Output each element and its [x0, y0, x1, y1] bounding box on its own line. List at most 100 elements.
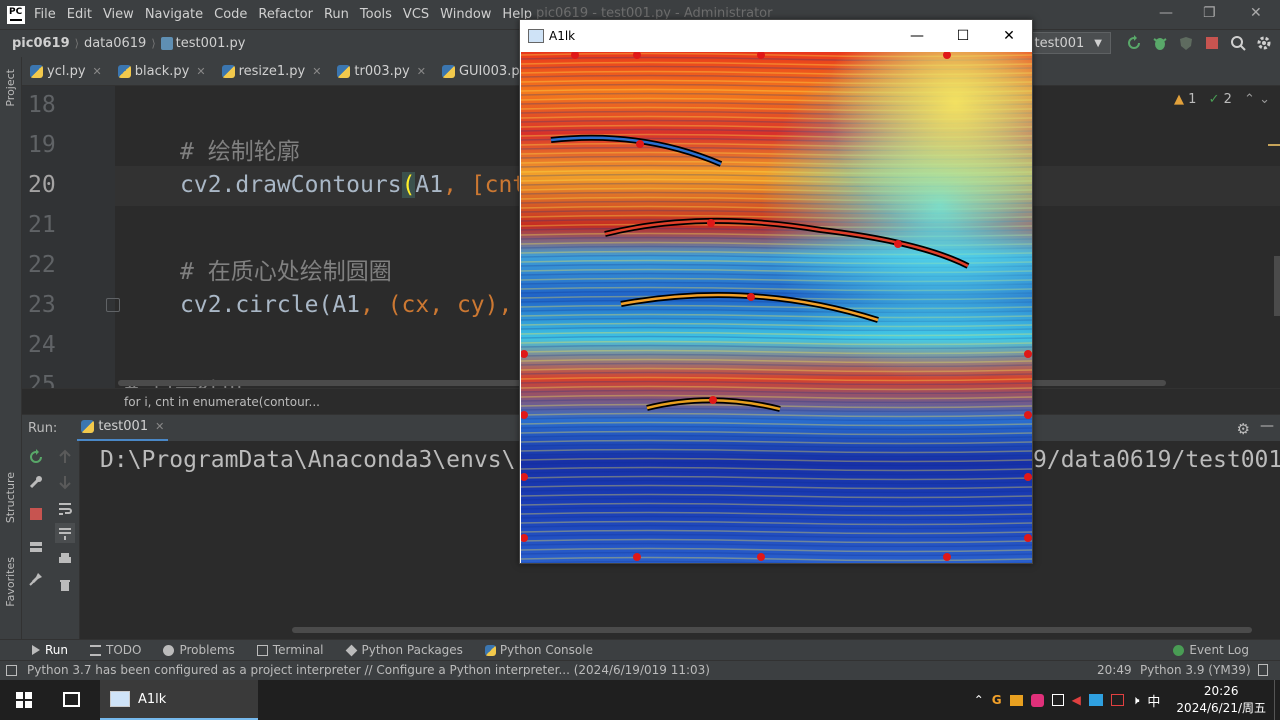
- ime-indicator[interactable]: 中: [1147, 694, 1161, 710]
- tray-app-icon[interactable]: [1051, 694, 1064, 706]
- clock[interactable]: 20:26 2024/6/21/周五: [1176, 684, 1266, 715]
- python-icon: [484, 644, 496, 656]
- code-line-22: # 在质心处绘制圆圈: [180, 259, 392, 285]
- favorites-tool-button[interactable]: Favorites: [4, 557, 17, 607]
- gear-icon[interactable]: ⚙: [1236, 420, 1250, 438]
- menu-help[interactable]: Help: [502, 7, 533, 22]
- print-icon[interactable]: [57, 551, 73, 567]
- ide-restore-icon[interactable]: ❐: [1203, 5, 1216, 21]
- scroll-to-end-icon[interactable]: [55, 523, 75, 543]
- chevron-right-icon: ⟩: [74, 37, 79, 50]
- close-icon[interactable]: ✕: [312, 64, 322, 78]
- breadcrumb-folder[interactable]: data0619: [83, 36, 147, 51]
- project-tool-button[interactable]: Project: [4, 69, 17, 107]
- fold-icon[interactable]: [106, 298, 120, 312]
- rerun-icon[interactable]: [1126, 35, 1142, 51]
- menu-edit[interactable]: Edit: [66, 7, 92, 22]
- rerun-icon[interactable]: [28, 449, 44, 465]
- breadcrumb-project[interactable]: pic0619: [12, 36, 70, 51]
- settings-icon[interactable]: [1256, 35, 1272, 51]
- chevron-down-icon[interactable]: ⌄: [1259, 92, 1270, 107]
- chevron-up-icon[interactable]: ⌃: [1244, 92, 1255, 107]
- menu-code[interactable]: Code: [214, 7, 248, 22]
- warning-icon: ▲: [1174, 92, 1185, 107]
- chevron-up-icon[interactable]: ⌃: [973, 693, 984, 707]
- minimize-icon[interactable]: —: [910, 27, 924, 44]
- opencv-image-window[interactable]: A1lk — ☐ ✕: [519, 19, 1033, 564]
- menu-run[interactable]: Run: [323, 7, 349, 22]
- ide-minimize-icon[interactable]: —: [1159, 5, 1173, 21]
- debug-icon[interactable]: [1152, 35, 1168, 51]
- menu-window[interactable]: Window: [440, 7, 492, 22]
- caret-position[interactable]: 20:49: [1097, 663, 1132, 677]
- python-file-icon: [441, 64, 455, 78]
- tab-tr003[interactable]: tr003.py ✕: [329, 57, 434, 86]
- vertical-scrollbar[interactable]: [1274, 256, 1280, 316]
- interpreter-indicator[interactable]: Python 3.9 (YM39): [1140, 663, 1251, 677]
- tab-black[interactable]: black.py ✕: [110, 57, 214, 86]
- tray-app-icon[interactable]: [1110, 694, 1124, 706]
- menu-refactor[interactable]: Refactor: [258, 7, 313, 22]
- layout-icon[interactable]: [28, 539, 44, 555]
- close-icon[interactable]: ✕: [196, 64, 206, 78]
- inspection-widget[interactable]: ▲ 1 ✓ 2 ⌃ ⌄: [1174, 92, 1270, 107]
- g-app-icon[interactable]: G: [991, 693, 1002, 707]
- menu-file[interactable]: File: [34, 7, 56, 22]
- tray-app-icon[interactable]: [1088, 694, 1103, 706]
- close-icon[interactable]: ✕: [416, 64, 426, 78]
- tab-ycl[interactable]: ycl.py ✕: [22, 57, 110, 86]
- tool-tab-python-packages[interactable]: Python Packages: [345, 643, 463, 657]
- tool-tab-python-console[interactable]: Python Console: [484, 643, 593, 657]
- terminal-icon: [256, 644, 268, 656]
- close-icon[interactable]: ✕: [1003, 27, 1015, 44]
- speaker-icon[interactable]: ◀: [1071, 693, 1081, 707]
- menu-tools[interactable]: Tools: [359, 7, 392, 22]
- coverage-icon[interactable]: [1178, 35, 1194, 51]
- status-message[interactable]: Python 3.7 has been configured as a proj…: [27, 663, 710, 677]
- run-config-select[interactable]: test001 ▼: [1025, 32, 1111, 54]
- structure-tool-button[interactable]: Structure: [4, 472, 17, 524]
- search-icon[interactable]: [1230, 35, 1246, 51]
- menu-vcs[interactable]: VCS: [402, 7, 430, 22]
- tool-tab-event-log[interactable]: Event Log: [1173, 643, 1249, 657]
- stop-icon[interactable]: [1204, 35, 1220, 51]
- python-file-icon: [221, 64, 235, 78]
- soft-wrap-icon[interactable]: [57, 501, 73, 517]
- tool-tab-terminal[interactable]: Terminal: [256, 643, 324, 657]
- ide-close-icon[interactable]: ✕: [1250, 5, 1262, 21]
- error-stripe-mark[interactable]: [1268, 144, 1280, 146]
- hide-icon[interactable]: —: [1260, 418, 1274, 434]
- console-toolbar: [22, 441, 80, 639]
- tray-app-icon[interactable]: [1030, 693, 1044, 707]
- task-view-icon[interactable]: [63, 692, 80, 707]
- close-icon[interactable]: ✕: [92, 64, 102, 78]
- toggle-tool-windows-icon[interactable]: [6, 665, 17, 676]
- taskbar-app-a1lk[interactable]: A1lk: [100, 680, 258, 720]
- arrow-down-icon[interactable]: [57, 474, 73, 490]
- wrench-icon[interactable]: [28, 474, 44, 490]
- menu-navigate[interactable]: Navigate: [144, 7, 204, 22]
- menu-view[interactable]: View: [102, 7, 134, 22]
- maximize-icon[interactable]: ☐: [956, 27, 970, 44]
- pin-icon[interactable]: [28, 571, 44, 587]
- status-bar: Python 3.7 has been configured as a proj…: [0, 660, 1280, 680]
- arrow-up-icon[interactable]: [57, 449, 73, 465]
- tray-app-icon[interactable]: [1009, 694, 1023, 706]
- lock-icon[interactable]: [1258, 664, 1268, 676]
- console-horizontal-scrollbar[interactable]: [292, 627, 1252, 633]
- tool-tab-problems[interactable]: Problems: [163, 643, 235, 657]
- show-desktop-button[interactable]: [1274, 680, 1280, 720]
- breadcrumb-file[interactable]: test001.py: [175, 36, 246, 51]
- windows-start-icon[interactable]: [16, 692, 32, 708]
- run-tab-test001[interactable]: test001 ✕: [77, 415, 169, 442]
- python-file-icon: [30, 64, 43, 78]
- tool-tab-todo[interactable]: TODO: [90, 643, 141, 657]
- tool-tab-run[interactable]: Run: [32, 643, 68, 657]
- cv-window-titlebar[interactable]: A1lk — ☐ ✕: [520, 20, 1032, 51]
- run-console[interactable]: D:\ProgramData\Anaconda3\envs\ 9/data061…: [22, 441, 1280, 639]
- volume-muted-icon[interactable]: 🕨: [1131, 692, 1140, 707]
- tab-resize1[interactable]: resize1.py ✕: [214, 57, 330, 86]
- stop-icon[interactable]: [28, 506, 44, 522]
- trash-icon[interactable]: [57, 577, 73, 593]
- close-icon[interactable]: ✕: [155, 420, 165, 433]
